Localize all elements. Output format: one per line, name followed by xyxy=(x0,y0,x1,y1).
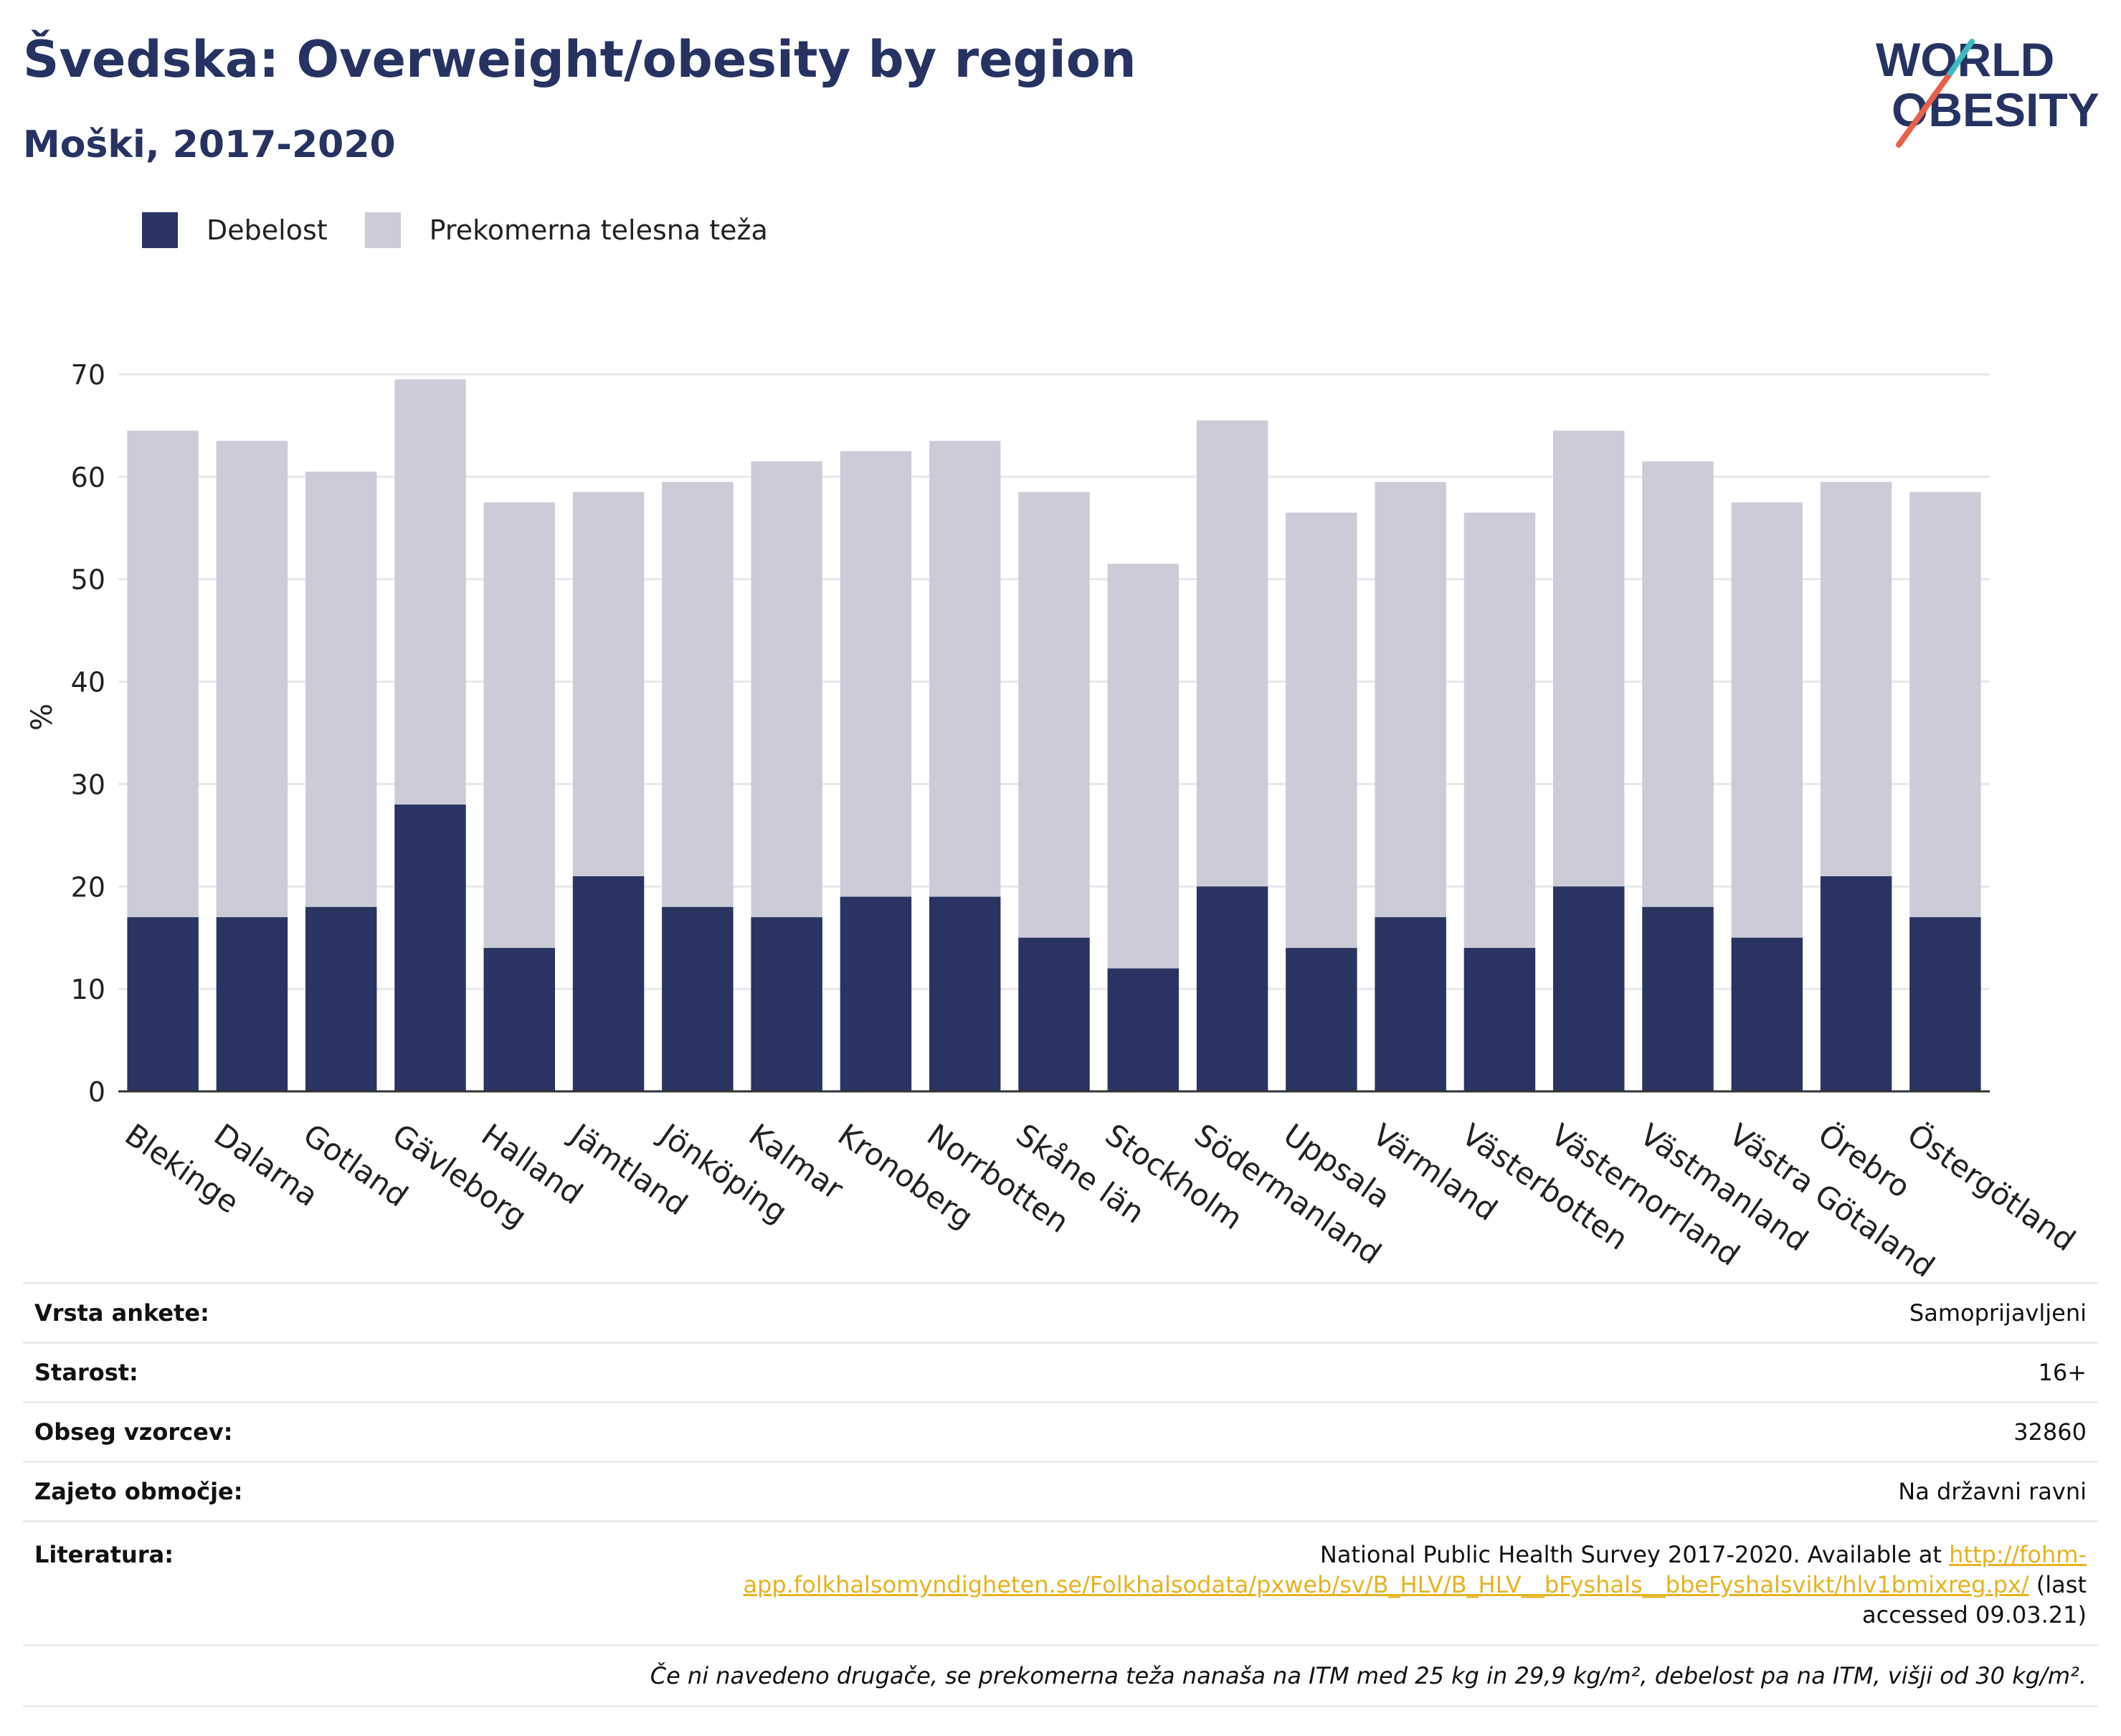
info-row-survey-type: Vrsta ankete: Samoprijavljeni xyxy=(23,1282,2098,1342)
bar-obesity xyxy=(1642,906,1714,1091)
y-tick-label: 0 xyxy=(88,1076,105,1108)
bar-obesity xyxy=(840,896,912,1091)
bar-obesity xyxy=(394,805,466,1091)
bar-obesity xyxy=(216,917,288,1091)
chart-title: Švedska: Overweight/obesity by region xyxy=(23,30,1137,89)
info-value: Na državni ravni xyxy=(1898,1478,2087,1505)
literature-value: National Public Health Survey 2017-2020.… xyxy=(653,1540,2087,1630)
y-axis-label: % xyxy=(26,703,59,731)
bar-obesity xyxy=(1375,917,1446,1091)
bar-obesity xyxy=(1107,968,1179,1091)
bar-obesity xyxy=(1018,937,1090,1091)
y-tick-label: 70 xyxy=(71,359,105,391)
chart-subtitle: Moški, 2017-2020 xyxy=(23,123,396,166)
literature-text: National Public Health Survey 2017-2020.… xyxy=(1319,1541,1942,1568)
bar-obesity xyxy=(1909,917,1981,1091)
bar-obesity xyxy=(929,896,1001,1091)
literature-suffix: (last accessed 09.03.21) xyxy=(1862,1571,2087,1628)
bar-obesity xyxy=(572,876,645,1091)
info-row-literature: Literatura: National Public Health Surve… xyxy=(23,1520,2098,1644)
y-tick-labels: 0 10 20 30 40 50 60 70 xyxy=(71,359,105,1108)
info-label: Starost: xyxy=(34,1359,138,1386)
legend-item-overweight: Prekomerna telesna teža xyxy=(364,212,768,248)
logo-slash-red xyxy=(1896,70,1953,148)
y-tick-label: 60 xyxy=(71,462,105,493)
y-tick-label: 40 xyxy=(71,667,105,698)
bars xyxy=(118,379,1990,1093)
info-table: Vrsta ankete: Samoprijavljeni Starost: 1… xyxy=(23,1282,2098,1707)
legend-swatch-overweight xyxy=(364,212,401,248)
bar-obesity xyxy=(751,917,822,1091)
bar-obesity xyxy=(1553,886,1625,1091)
bar-obesity xyxy=(1286,948,1357,1091)
literature-link[interactable]: http://fohm-app.folkhalsomyndigheten.se/… xyxy=(743,1541,2087,1598)
bar-obesity xyxy=(305,906,377,1091)
legend-label-obesity: Debelost xyxy=(207,214,328,246)
info-label: Obseg vzorcev: xyxy=(34,1418,233,1446)
y-tick-label: 10 xyxy=(71,974,105,1005)
x-tick-label: Östergötland xyxy=(1901,1116,2082,1258)
legend-label-overweight: Prekomerna telesna teža xyxy=(429,214,768,246)
info-label: Literatura: xyxy=(34,1541,174,1568)
y-tick-label: 20 xyxy=(71,871,105,903)
bar-obesity xyxy=(1463,948,1536,1091)
info-value: 16+ xyxy=(2038,1359,2087,1386)
chart-legend: Debelost Prekomerna telesna teža xyxy=(142,212,805,248)
x-tick-labels: BlekingeDalarnaGotlandGävleborgHallandJä… xyxy=(119,1116,2082,1276)
bar-obesity xyxy=(1820,876,1892,1091)
info-label: Vrsta ankete: xyxy=(34,1299,209,1327)
bar-obesity xyxy=(483,948,555,1091)
y-tick-label: 50 xyxy=(71,564,105,596)
info-value: 32860 xyxy=(2013,1418,2087,1446)
bar-obesity xyxy=(1196,886,1268,1091)
bar-obesity xyxy=(1731,937,1803,1091)
bar-obesity xyxy=(662,906,734,1091)
logo-slash-teal xyxy=(1947,39,1975,76)
info-row-sample-size: Obseg vzorcev: 32860 xyxy=(23,1401,2098,1461)
info-label: Zajeto območje: xyxy=(34,1478,243,1505)
info-row-area: Zajeto območje: Na državni ravni xyxy=(23,1461,2098,1520)
bar-obesity xyxy=(127,917,199,1091)
y-tick-label: 30 xyxy=(71,769,105,800)
logo-line1: WORLD xyxy=(1876,33,2054,86)
bar-chart: 0 10 20 30 40 50 60 70 BlekingeDalarnaGotlandGä… xyxy=(26,359,2082,1276)
legend-swatch-obesity xyxy=(142,212,178,248)
legend-item-obesity: Debelost xyxy=(142,212,328,248)
info-row-age: Starost: 16+ xyxy=(23,1342,2098,1401)
world-obesity-logo: WORLD OBESITY xyxy=(1876,33,2099,148)
info-value: Samoprijavljeni xyxy=(1909,1299,2087,1327)
bmi-note: Če ni navedeno drugače, se prekomerna te… xyxy=(23,1644,2098,1707)
